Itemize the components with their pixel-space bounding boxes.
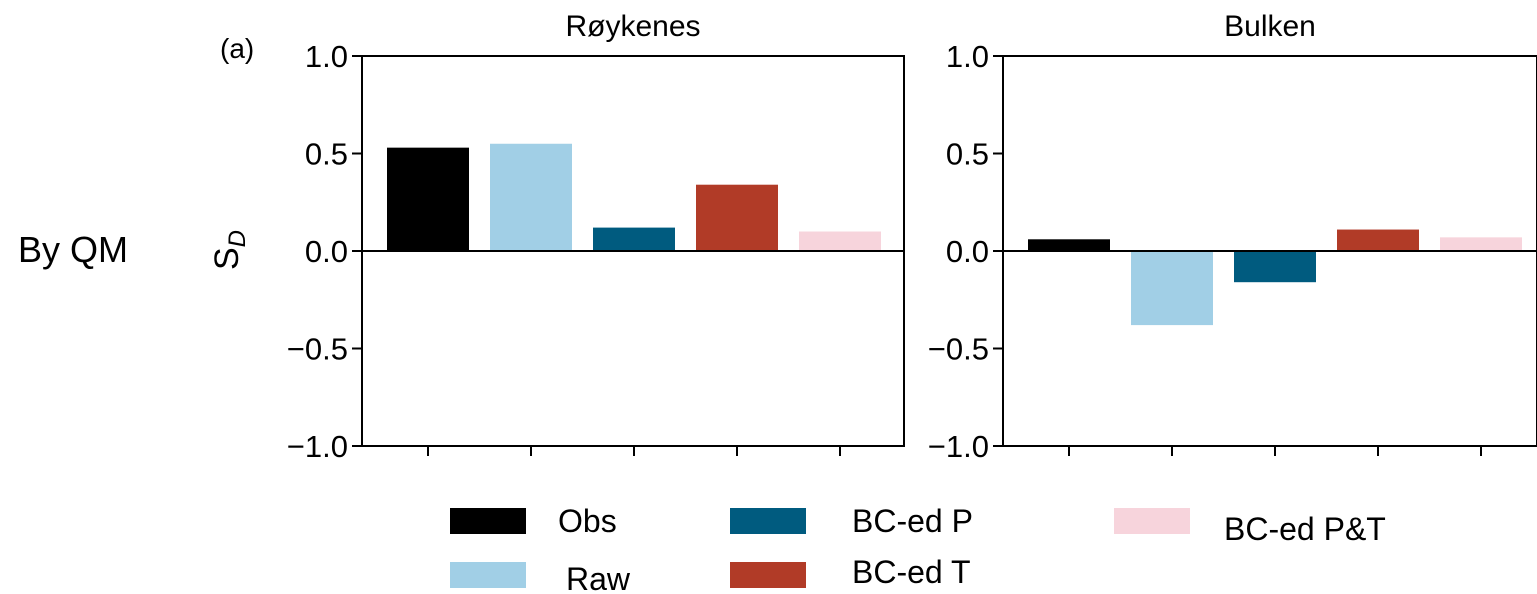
legend-item-bc-ed-p-t: BC-ed P&T — [1114, 508, 1386, 547]
y-axis-label-main: S — [208, 247, 246, 270]
y-axis-label: SD — [208, 230, 251, 270]
y-tick-label-0: 1.0 — [946, 39, 989, 74]
panel-roykenes: Røykenes 1.0 0.5 0.0 −0.5 −1.0 — [287, 10, 905, 464]
legend-label: BC-ed T — [852, 554, 971, 590]
panel-tag: (a) — [220, 33, 254, 64]
y-axis-label-sub: D — [224, 230, 251, 247]
legend-label: Raw — [566, 561, 631, 594]
y-tick-label-1: 0.5 — [946, 137, 989, 172]
bar-bc-ed-p — [1234, 251, 1316, 283]
legend-item-bc-ed-t: BC-ed T — [730, 554, 971, 590]
bar-bc-ed-p-t — [799, 231, 881, 251]
legend-swatch — [730, 562, 806, 588]
legend: Obs Raw BC-ed P BC-ed T BC-ed P&T — [450, 503, 1386, 594]
legend-item-raw: Raw — [450, 561, 631, 594]
bar-raw — [490, 143, 572, 251]
y-tick-label-0: 1.0 — [305, 39, 348, 74]
legend-item-bc-ed-p: BC-ed P — [730, 503, 973, 539]
y-tick-label-4: −1.0 — [928, 429, 989, 464]
legend-label: Obs — [558, 503, 617, 539]
y-tick-label-3: −0.5 — [928, 332, 989, 367]
legend-swatch — [1114, 508, 1190, 534]
y-tick-label-2: 0.0 — [946, 234, 989, 269]
bar-bc-ed-p-t — [1440, 237, 1522, 251]
legend-label: BC-ed P&T — [1224, 511, 1386, 547]
y-tick-label-4: −1.0 — [287, 429, 348, 464]
chart-title-0: Røykenes — [565, 10, 700, 43]
bar-raw — [1131, 251, 1213, 326]
y-tick-label-1: 0.5 — [305, 137, 348, 172]
bar-obs — [387, 147, 469, 251]
legend-swatch — [730, 508, 806, 534]
row-label: By QM — [18, 229, 128, 270]
legend-label: BC-ed P — [852, 503, 973, 539]
bar-bc-ed-t — [1337, 229, 1419, 251]
legend-item-obs: Obs — [450, 503, 617, 539]
y-tick-label-3: −0.5 — [287, 332, 348, 367]
bar-bc-ed-t — [696, 184, 778, 251]
chart-title-1: Bulken — [1224, 10, 1316, 43]
bar-bc-ed-p — [593, 227, 675, 251]
legend-swatch — [450, 508, 526, 534]
svg-text:SD: SD — [208, 230, 251, 270]
panel-bulken: Bulken 1.0 0.5 0.0 −0.5 −1.0 — [928, 10, 1537, 464]
legend-swatch — [450, 562, 526, 588]
bar-obs — [1028, 239, 1110, 251]
y-tick-label-2: 0.0 — [305, 234, 348, 269]
